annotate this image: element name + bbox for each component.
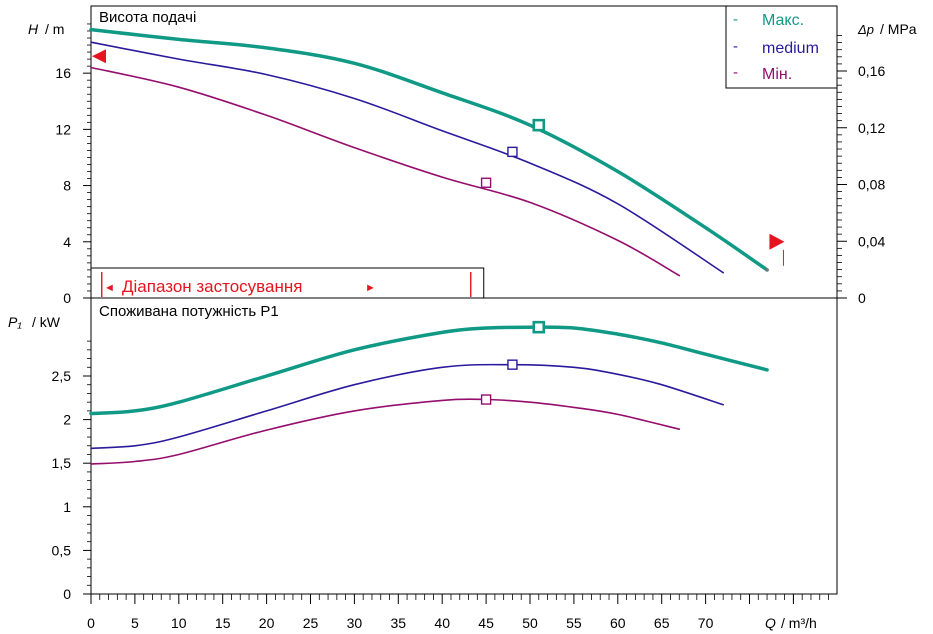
x-tick-label: 30 [347, 615, 363, 631]
markers-layer [92, 49, 785, 405]
left-red-triangle [92, 49, 106, 64]
application-range-layer [90, 267, 485, 299]
power-y-tick-label: 2 [63, 412, 71, 428]
power-y-tick-label: 1 [63, 499, 71, 515]
range-label-text: Діапазон застосування [122, 277, 302, 296]
dp-axis-unit: / MPa [880, 21, 917, 37]
head-y-axis-symbol: H [28, 21, 39, 37]
dp-tick-label: 0,08 [858, 177, 885, 193]
head-curve-max [89, 27, 769, 272]
head-y-axis-unit: / m [45, 21, 64, 37]
legend-label: medium [762, 40, 819, 57]
legend-box [725, 5, 838, 89]
x-tick-label: 0 [87, 615, 95, 631]
dp-axis-symbol: Δp [857, 22, 874, 37]
power-y-axis-symbol: P₁ [8, 314, 22, 330]
legend-item-min: - Мін. [733, 64, 792, 83]
dp-tick-label: 0,16 [858, 63, 885, 79]
x-tick-label: 40 [434, 615, 450, 631]
legend: - Макс. - medium - Мін. [725, 5, 838, 89]
range-right-arrow: ► [365, 282, 376, 294]
x-tick-label: 45 [478, 615, 494, 631]
x-tick-label: 65 [654, 615, 670, 631]
x-tick-label: 55 [566, 615, 582, 631]
head-panel-title: Висота подачі [99, 9, 196, 26]
x-tick-label: 25 [303, 615, 319, 631]
x-tick-label: 20 [259, 615, 275, 631]
head-y-tick-label: 0 [63, 290, 71, 306]
power-plot-frame [90, 297, 838, 595]
x-tick-label: 35 [391, 615, 407, 631]
power-duty-point-min [480, 394, 492, 405]
application-range-box [90, 267, 485, 299]
x-tick-label: 15 [215, 615, 231, 631]
application-range-label: ◄ Діапазон застосування ► [104, 277, 376, 296]
x-tick-label: 60 [610, 615, 626, 631]
legend-item-max: - Макс. [733, 11, 804, 29]
power-duty-point-max [532, 320, 546, 334]
head-curve-end-dot [765, 268, 769, 272]
legend-dash: - [733, 11, 738, 28]
head-y-tick-label: 12 [55, 121, 71, 137]
power-y-tick-label: 1,5 [52, 455, 72, 471]
head-curve-min [90, 66, 681, 277]
power-y-axis-unit: / kW [32, 314, 61, 330]
x-axis-symbol: Q [765, 615, 776, 631]
power-y-tick-label: 0,5 [52, 542, 72, 558]
head-y-tick-label: 16 [55, 65, 71, 81]
dp-tick-label: 0,12 [858, 120, 885, 136]
right-red-triangle [769, 233, 785, 250]
x-tick-label: 70 [698, 615, 714, 631]
x-axis-unit: / m³/h [781, 615, 817, 631]
head-curve-medium [90, 41, 724, 274]
power-curve-min [90, 398, 681, 465]
head-duty-point-min [480, 177, 492, 188]
head-y-tick-label: 4 [63, 234, 71, 250]
legend-label: Мін. [762, 66, 792, 83]
legend-item-medium: - medium [733, 38, 819, 57]
legend-label: Макс. [762, 12, 804, 29]
curves-layer [89, 27, 769, 465]
legend-dash: - [733, 64, 738, 81]
head-duty-point-max [532, 118, 546, 132]
x-tick-label: 5 [131, 615, 139, 631]
power-panel-title: Споживана потужність P1 [99, 303, 279, 320]
x-tick-label: 50 [522, 615, 538, 631]
power-duty-point-medium [507, 359, 518, 370]
power-curve-max [89, 325, 769, 416]
dp-tick-label: 0 [858, 290, 866, 306]
power-y-tick-label: 0 [63, 586, 71, 602]
x-tick-label: 10 [171, 615, 187, 631]
head-plot-frame [90, 5, 838, 299]
legend-dash: - [733, 38, 738, 55]
head-duty-point-medium [507, 146, 518, 158]
power-curve-medium [90, 363, 724, 450]
ticks-layer: 0 4 8 12 16 0 0,04 0,08 0,12 0,16 0 0,5 1 1,5 2 2,5 0 5 10… [52, 23, 885, 631]
range-left-arrow: ◄ [104, 282, 115, 294]
dp-tick-label: 0,04 [858, 233, 885, 249]
power-y-tick-label: 2,5 [52, 368, 72, 384]
head-y-tick-label: 8 [63, 178, 71, 194]
